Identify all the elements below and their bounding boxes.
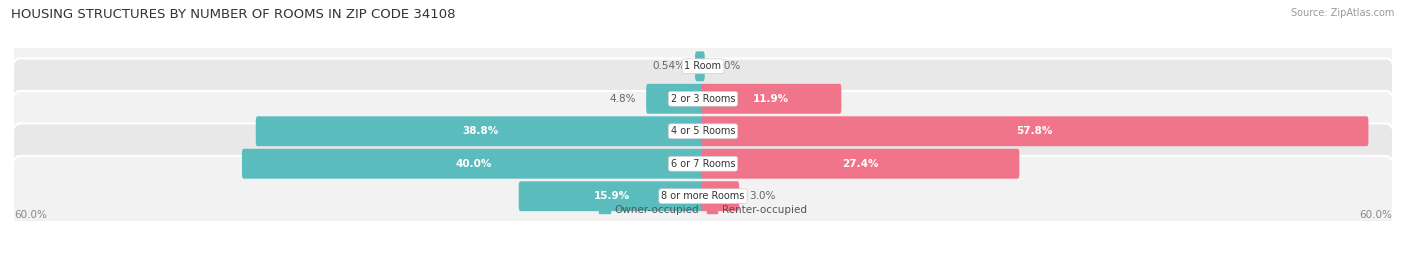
FancyBboxPatch shape <box>702 181 740 211</box>
FancyBboxPatch shape <box>702 84 841 114</box>
Text: 40.0%: 40.0% <box>456 159 492 169</box>
FancyBboxPatch shape <box>11 123 1395 204</box>
FancyBboxPatch shape <box>695 51 704 81</box>
Text: 60.0%: 60.0% <box>14 210 46 220</box>
Legend: Owner-occupied, Renter-occupied: Owner-occupied, Renter-occupied <box>595 200 811 219</box>
Text: 0.0%: 0.0% <box>714 61 741 71</box>
Text: 60.0%: 60.0% <box>1360 210 1392 220</box>
FancyBboxPatch shape <box>519 181 704 211</box>
FancyBboxPatch shape <box>647 84 704 114</box>
Text: 38.8%: 38.8% <box>463 126 498 136</box>
Text: 4.8%: 4.8% <box>610 94 637 104</box>
FancyBboxPatch shape <box>702 116 1368 146</box>
FancyBboxPatch shape <box>242 149 704 179</box>
Text: 3.0%: 3.0% <box>749 191 775 201</box>
Text: 27.4%: 27.4% <box>842 159 879 169</box>
Text: 1 Room: 1 Room <box>685 61 721 71</box>
Text: 6 or 7 Rooms: 6 or 7 Rooms <box>671 159 735 169</box>
FancyBboxPatch shape <box>11 58 1395 139</box>
Text: 15.9%: 15.9% <box>593 191 630 201</box>
FancyBboxPatch shape <box>11 91 1395 172</box>
FancyBboxPatch shape <box>11 26 1395 107</box>
Text: 4 or 5 Rooms: 4 or 5 Rooms <box>671 126 735 136</box>
FancyBboxPatch shape <box>702 149 1019 179</box>
Text: 2 or 3 Rooms: 2 or 3 Rooms <box>671 94 735 104</box>
Text: HOUSING STRUCTURES BY NUMBER OF ROOMS IN ZIP CODE 34108: HOUSING STRUCTURES BY NUMBER OF ROOMS IN… <box>11 8 456 21</box>
Text: 0.54%: 0.54% <box>652 61 685 71</box>
Text: 8 or more Rooms: 8 or more Rooms <box>661 191 745 201</box>
Text: 11.9%: 11.9% <box>754 94 789 104</box>
Text: Source: ZipAtlas.com: Source: ZipAtlas.com <box>1291 8 1395 18</box>
FancyBboxPatch shape <box>11 156 1395 236</box>
Text: 57.8%: 57.8% <box>1017 126 1053 136</box>
FancyBboxPatch shape <box>256 116 704 146</box>
